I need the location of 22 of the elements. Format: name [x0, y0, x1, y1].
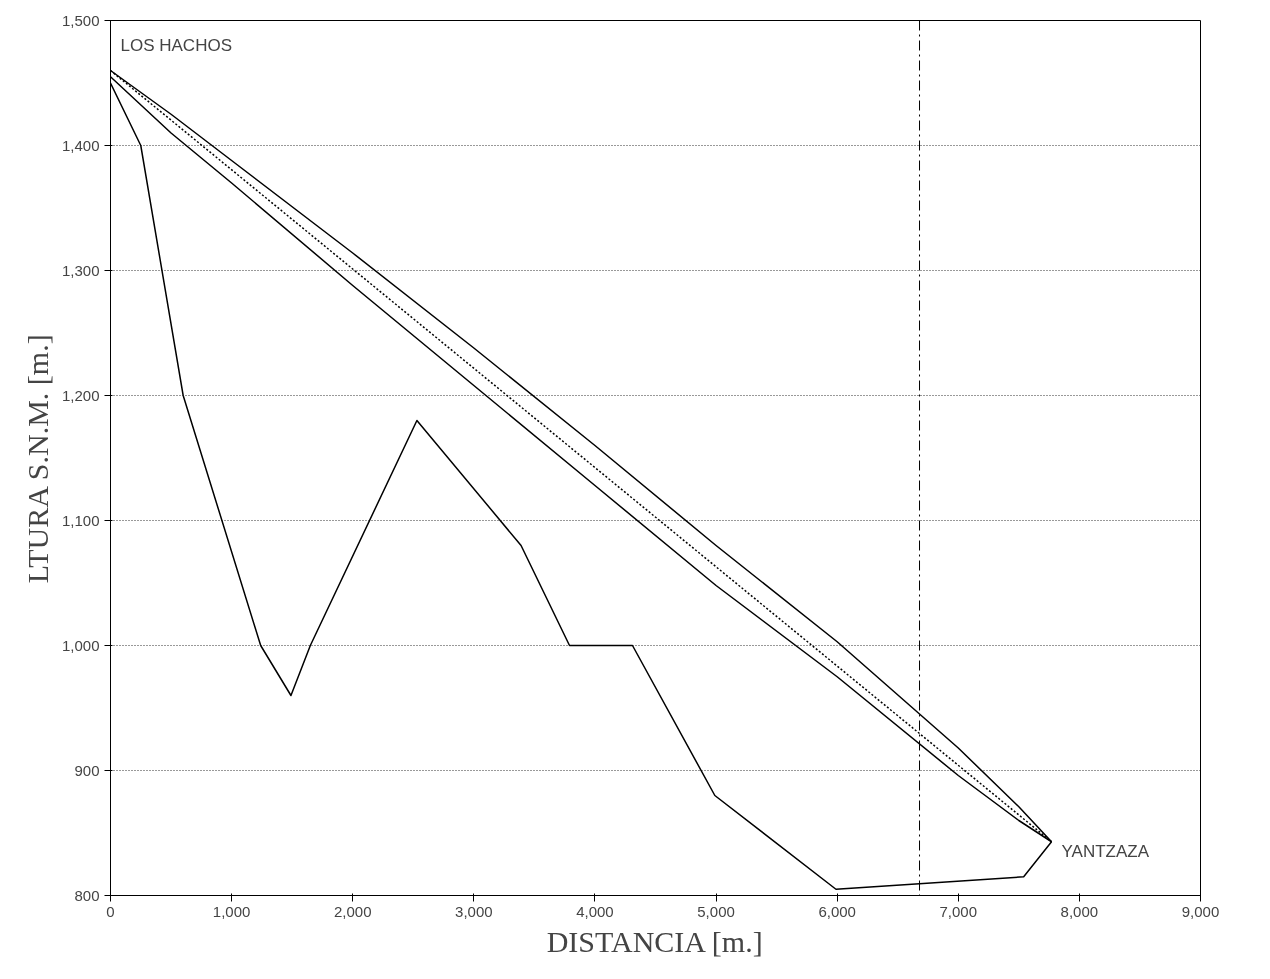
annotation: YANTZAZA — [1061, 842, 1150, 862]
x-tick-label: 9,000 — [1181, 902, 1220, 920]
y-tick-label: 1,200 — [61, 386, 100, 404]
x-tick-label: 2,000 — [333, 902, 372, 920]
x-tick-label: 5,000 — [697, 902, 735, 920]
x-tick-label: 1,000 — [212, 902, 251, 920]
y-tick-label: 900 — [74, 761, 100, 779]
y-tick-label: 1,100 — [61, 511, 100, 529]
x-tick-label: 8,000 — [1060, 902, 1099, 920]
x-tick-label: 4,000 — [576, 902, 614, 920]
x-tick-label: 3,000 — [455, 902, 493, 920]
y-axis-title: LTURA S.N.M. [m.] — [20, 334, 54, 584]
x-axis-title: DISTANCIA [m.] — [546, 924, 763, 958]
x-tick-label: 7,000 — [939, 902, 978, 920]
x-tick-label: 0 — [106, 902, 115, 920]
y-tick-label: 1,300 — [61, 261, 100, 279]
y-tick-label: 1,000 — [61, 636, 100, 654]
y-tick-label: 1,400 — [61, 136, 100, 154]
y-tick-label: 800 — [74, 886, 100, 904]
x-tick-label: 6,000 — [818, 902, 856, 920]
y-tick-label: 1,500 — [61, 11, 100, 29]
annotation: LOS HACHOS — [120, 36, 232, 55]
